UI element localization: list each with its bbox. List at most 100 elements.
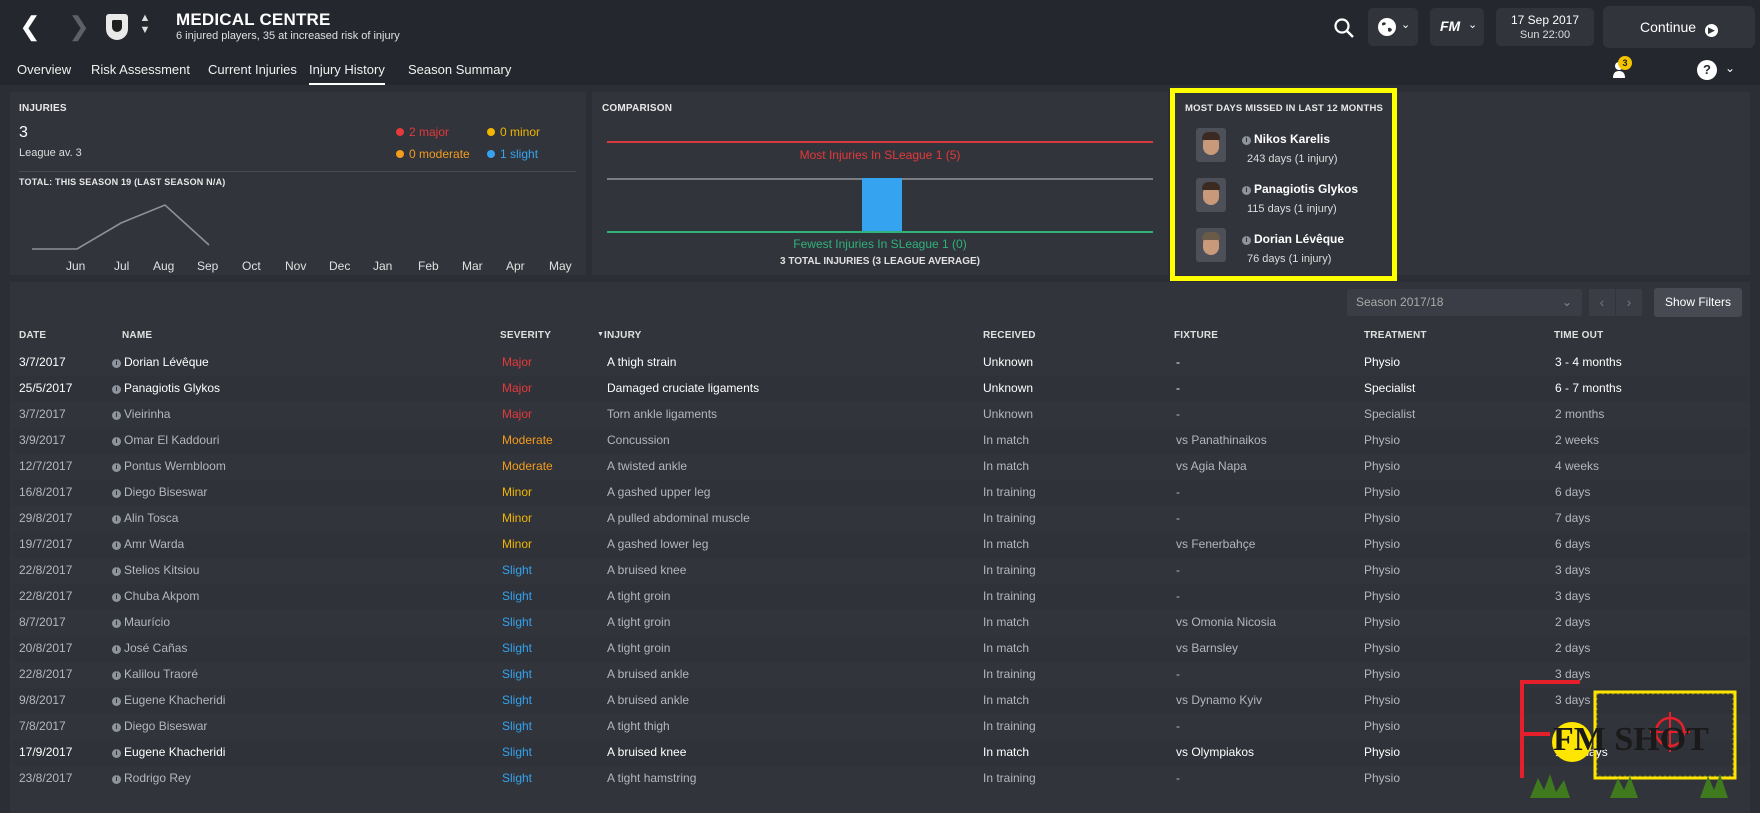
info-icon[interactable]: i — [112, 645, 121, 654]
cell-player-name[interactable]: Chuba Akpom — [124, 589, 200, 603]
table-row[interactable]: 22/8/2017 Chuba Akpom Slight A tight groin I… — [12, 584, 1748, 610]
most-days-panel-title: MOST DAYS MISSED IN LAST 12 MONTHS — [1185, 103, 1384, 114]
table-row[interactable]: 22/8/2017 Stelios Kitsiou Slight A bruised … — [12, 558, 1748, 584]
prev-season-button[interactable]: ‹ — [1589, 289, 1615, 316]
table-row[interactable]: 20/8/2017 José Cañas Slight A tight groin In… — [12, 636, 1748, 662]
club-switch-icon[interactable]: ▲ ▼ — [139, 12, 151, 36]
info-icon[interactable]: i — [112, 411, 121, 420]
cell-injury: A tight thigh — [607, 719, 670, 733]
table-row[interactable]: 9/8/2017 Eugene Khacheridi Slight A bruised… — [12, 688, 1748, 714]
player-name[interactable]: i Dorian Lévêque — [1242, 232, 1344, 246]
player-name[interactable]: i Panagiotis Glykos — [1242, 182, 1358, 196]
search-icon[interactable] — [1333, 15, 1355, 41]
table-row[interactable]: 3/7/2017 Vieirinha Major Torn ankle ligamen… — [12, 402, 1748, 428]
cell-date: 22/8/2017 — [19, 667, 73, 681]
cell-player-name[interactable]: Pontus Wernbloom — [124, 459, 226, 473]
table-row[interactable]: 8/7/2017 Maurício Slight A tight groin In ma… — [12, 610, 1748, 636]
forward-arrow-icon[interactable]: ❯ — [68, 11, 90, 41]
table-row[interactable]: 12/7/2017 Pontus Wernbloom Moderate A twist… — [12, 454, 1748, 480]
cell-player-name[interactable]: Eugene Khacheridi — [124, 745, 226, 759]
info-icon[interactable]: i — [112, 463, 121, 472]
table-row[interactable]: 7/8/2017 Diego Biseswar Slight A tight thig… — [12, 714, 1748, 740]
table-row[interactable]: 19/7/2017 Amr Warda Minor A gashed lower le… — [12, 532, 1748, 558]
tab-current-injuries[interactable]: Current Injuries — [208, 62, 297, 77]
column-header-date[interactable]: DATE — [19, 330, 47, 341]
back-arrow-icon[interactable]: ❮ — [19, 11, 41, 41]
column-header-time-out[interactable]: TIME OUT — [1554, 330, 1604, 341]
info-icon[interactable]: i — [112, 775, 121, 784]
table-row[interactable]: 3/9/2017 Omar El Kaddouri Moderate Concussi… — [12, 428, 1748, 454]
cell-player-name[interactable]: Maurício — [124, 615, 171, 629]
tab-injury-history[interactable]: Injury History — [309, 62, 385, 85]
column-header-treatment[interactable]: TREATMENT — [1364, 330, 1427, 341]
cell-time-out: 3 days — [1555, 667, 1591, 681]
world-menu-button[interactable]: ⌄ — [1368, 8, 1418, 46]
info-icon[interactable]: i — [112, 697, 121, 706]
column-header-name[interactable]: NAME — [122, 330, 153, 341]
table-row[interactable]: 3/7/2017 Dorian Lévêque Major A thigh strai… — [12, 350, 1748, 376]
cell-player-name[interactable]: Alin Tosca — [124, 511, 179, 525]
cell-player-name[interactable]: Stelios Kitsiou — [124, 563, 200, 577]
cell-player-name[interactable]: Diego Biseswar — [124, 485, 208, 499]
most-days-player[interactable]: i Nikos Karelis 243 days (1 injury) — [1190, 122, 1380, 172]
cell-player-name[interactable]: Vieirinha — [124, 407, 171, 421]
info-icon[interactable]: i — [112, 567, 121, 576]
tab-season-summary[interactable]: Season Summary — [408, 62, 512, 77]
info-icon[interactable]: i — [112, 541, 121, 550]
info-icon[interactable]: i — [112, 619, 121, 628]
column-header-severity[interactable]: SEVERITY — [500, 330, 552, 341]
fm-menu-button[interactable]: FM ⌄ — [1430, 8, 1484, 46]
cell-player-name[interactable]: Dorian Lévêque — [124, 355, 209, 369]
help-icon[interactable]: ? — [1697, 60, 1717, 80]
table-row[interactable]: 23/8/2017 Rodrigo Rey Slight A tight hamstr… — [12, 766, 1748, 792]
table-row[interactable]: 22/8/2017 Kalilou Traoré Slight A bruised a… — [12, 662, 1748, 688]
season-dropdown[interactable]: Season 2017/18 ⌄ — [1347, 289, 1582, 316]
most-days-player[interactable]: i Dorian Lévêque 76 days (1 injury) — [1190, 222, 1380, 272]
cell-received: In match — [983, 641, 1030, 655]
info-icon[interactable]: i — [112, 749, 121, 758]
column-header-injury[interactable]: INJURY — [604, 330, 642, 341]
table-row[interactable]: 17/9/2017 Eugene Khacheridi Slight A bruise… — [12, 740, 1748, 766]
show-filters-button[interactable]: Show Filters — [1654, 288, 1742, 317]
cell-player-name[interactable]: Amr Warda — [124, 537, 185, 551]
cell-injury: A bruised knee — [607, 563, 687, 577]
info-icon[interactable]: i — [112, 593, 121, 602]
cell-player-name[interactable]: Rodrigo Rey — [124, 771, 191, 785]
player-name[interactable]: i Nikos Karelis — [1242, 132, 1330, 146]
cell-player-name[interactable]: Eugene Khacheridi — [124, 693, 226, 707]
tab-risk-assessment[interactable]: Risk Assessment — [91, 62, 190, 77]
column-header-received[interactable]: RECEIVED — [983, 330, 1036, 341]
cell-fixture: vs Dynamo Kyiv — [1176, 693, 1263, 707]
info-icon[interactable]: i — [112, 437, 121, 446]
info-icon[interactable]: i — [112, 489, 121, 498]
season-dropdown-value: Season 2017/18 — [1356, 295, 1444, 309]
cell-player-name[interactable]: Omar El Kaddouri — [124, 433, 220, 447]
next-season-button[interactable]: › — [1616, 289, 1642, 316]
cell-date: 16/8/2017 — [19, 485, 73, 499]
tab-overview[interactable]: Overview — [17, 62, 72, 77]
info-icon[interactable]: i — [112, 671, 121, 680]
cell-player-name[interactable]: Kalilou Traoré — [124, 667, 199, 681]
column-header-fixture[interactable]: FIXTURE — [1174, 330, 1219, 341]
most-days-player[interactable]: i Panagiotis Glykos 115 days (1 injury) — [1190, 172, 1380, 222]
continue-button[interactable]: Continue ▶ — [1603, 6, 1755, 48]
club-crest-icon[interactable] — [106, 14, 128, 40]
info-icon[interactable]: i — [112, 723, 121, 732]
cell-player-name[interactable]: José Cañas — [124, 641, 188, 655]
chevron-down-icon[interactable]: ⌄ — [1725, 61, 1736, 75]
info-icon[interactable]: i — [112, 385, 121, 394]
cell-time-out: 6 - 7 months — [1555, 381, 1622, 395]
cell-time-out: 3 days — [1555, 693, 1591, 707]
cell-player-name[interactable]: Panagiotis Glykos — [124, 381, 221, 395]
cell-treatment: Specialist — [1364, 381, 1416, 395]
info-icon[interactable]: i — [112, 359, 121, 368]
info-icon[interactable]: i — [112, 515, 121, 524]
table-row[interactable]: 29/8/2017 Alin Tosca Minor A pulled abdomin… — [12, 506, 1748, 532]
cell-player-name[interactable]: Diego Biseswar — [124, 719, 208, 733]
most-days-panel — [1174, 92, 1750, 275]
cell-severity: Slight — [502, 693, 533, 707]
cell-received: In training — [983, 667, 1036, 681]
table-row[interactable]: 16/8/2017 Diego Biseswar Minor A gashed upp… — [12, 480, 1748, 506]
table-row[interactable]: 25/5/2017 Panagiotis Glykos Major Damaged c… — [12, 376, 1748, 402]
